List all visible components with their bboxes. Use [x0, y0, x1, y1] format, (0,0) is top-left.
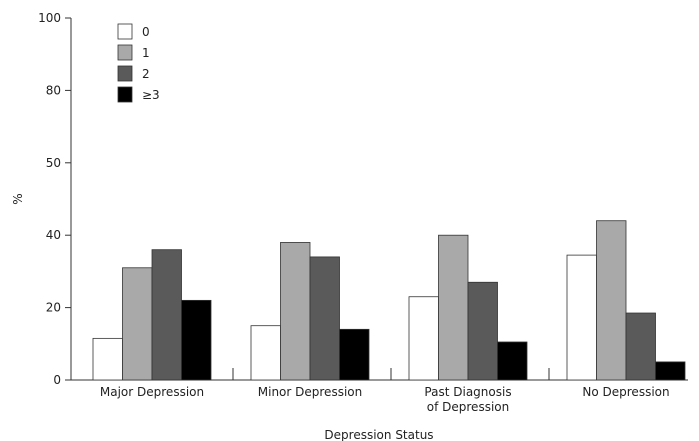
y-tick-label: 80: [46, 83, 61, 97]
y-axis-ticks: 0 20 40 50 80 100: [38, 11, 71, 387]
bar: [408, 296, 439, 381]
bar: [122, 267, 153, 381]
bar: [250, 325, 281, 381]
category-label: Minor Depression: [258, 385, 362, 399]
x-axis-title: Depression Status: [324, 428, 433, 441]
bar: [438, 234, 469, 381]
bar: [625, 312, 656, 381]
category-label: of Depression: [427, 400, 509, 414]
legend-label: 0: [142, 25, 150, 39]
legend-label: ≥3: [142, 88, 160, 102]
legend-swatch: [117, 44, 133, 61]
legend-label: 1: [142, 46, 150, 60]
y-tick-label: 40: [46, 228, 61, 242]
bars: [92, 220, 686, 381]
legend-swatch: [117, 65, 133, 82]
y-tick-label: 100: [38, 11, 61, 25]
bar: [92, 337, 123, 381]
category-labels: Major Depression Minor Depression Past Dia…: [100, 385, 670, 414]
bar: [309, 256, 340, 381]
bar: [497, 341, 528, 381]
bar: [596, 220, 627, 381]
bar: [566, 254, 597, 381]
bar: [655, 361, 686, 381]
legend: 0 1 2 ≥3: [117, 23, 160, 103]
y-tick-label: 50: [46, 156, 61, 170]
y-tick-label: 0: [53, 373, 61, 387]
x-axis-ticks: [232, 368, 550, 380]
category-label: Past Diagnosis: [424, 385, 511, 399]
bar: [181, 299, 212, 381]
bar: [151, 249, 182, 381]
category-label: No Depression: [582, 385, 669, 399]
y-tick-label: 20: [46, 301, 61, 315]
legend-label: 2: [142, 67, 150, 81]
category-label: Major Depression: [100, 385, 204, 399]
y-axis-title: %: [11, 193, 25, 204]
bar: [467, 281, 498, 381]
bar: [339, 328, 370, 381]
legend-swatch: [117, 23, 133, 40]
legend-swatch: [117, 86, 133, 103]
bar: [280, 242, 311, 381]
